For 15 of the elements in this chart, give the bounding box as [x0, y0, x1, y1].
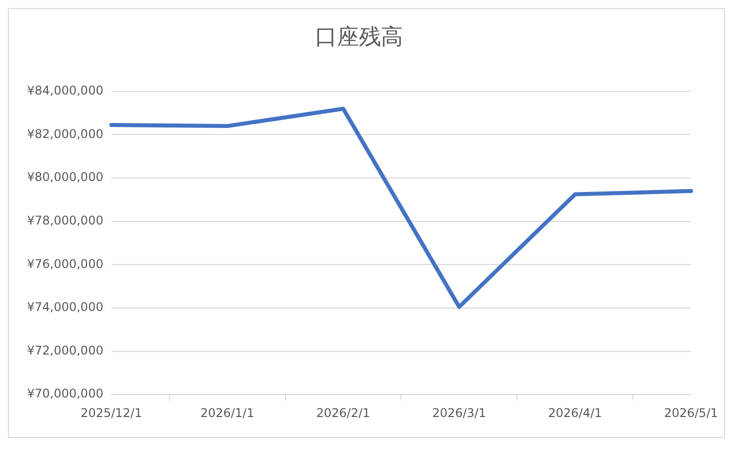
x-tick-label: 2026/3/1 [432, 406, 486, 420]
x-tick-label: 2026/4/1 [548, 406, 602, 420]
y-tick-label: ¥84,000,000 [27, 84, 104, 98]
y-tick-label: ¥80,000,000 [27, 170, 104, 184]
chart-title: 口座残高 [315, 24, 403, 50]
y-tick-label: ¥72,000,000 [27, 343, 104, 358]
x-tick-label: 2026/5/1 [664, 406, 718, 420]
y-tick-label: ¥82,000,000 [27, 126, 104, 141]
y-tick-label: ¥76,000,000 [27, 256, 104, 271]
x-tick-label: 2025/12/1 [80, 406, 142, 420]
y-tick-label: ¥70,000,000 [27, 386, 104, 401]
x-tick-label: 2026/2/1 [316, 406, 370, 420]
x-tick-label: 2026/1/1 [200, 406, 254, 420]
y-tick-label: ¥74,000,000 [27, 300, 104, 314]
y-tick-label: ¥78,000,000 [27, 213, 104, 228]
